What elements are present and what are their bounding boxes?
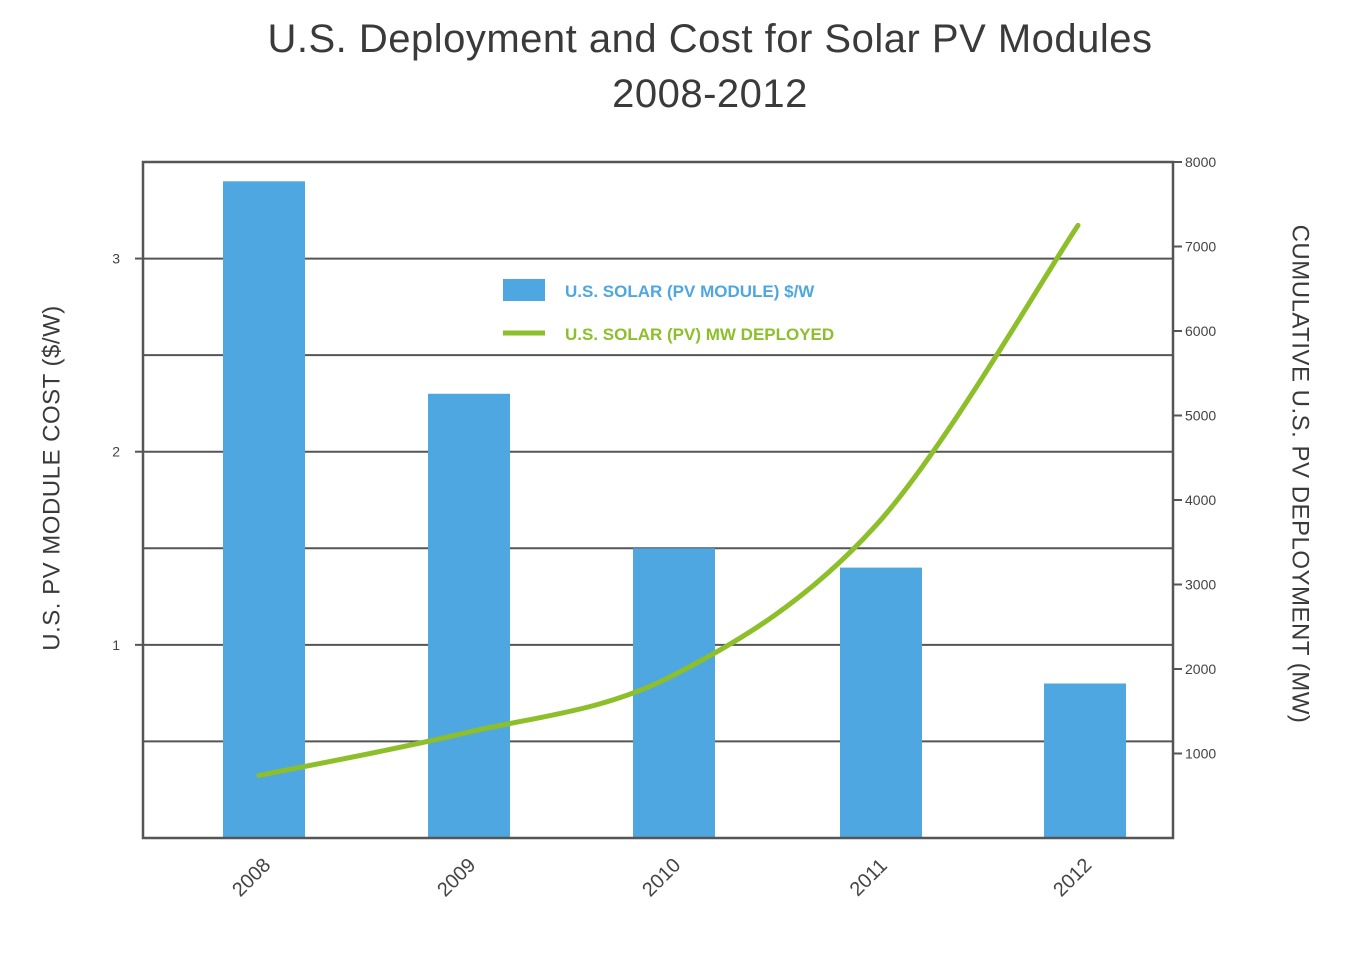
y-right-tick-label: 1000 — [1185, 746, 1216, 762]
x-tick-label-2008: 2008 — [228, 854, 275, 901]
y-axis-right-label: CUMULATIVE U.S. PV DEPLOYMENT (MW) — [1285, 224, 1313, 724]
x-tick-label-2011: 2011 — [846, 855, 892, 901]
bar-2009 — [428, 393, 510, 838]
chart-title: U.S. Deployment and Cost for Solar PV Mo… — [0, 12, 1350, 122]
deployment-line — [256, 222, 1081, 778]
legend-swatch-bar — [503, 279, 545, 301]
y-right-tick-label: 2000 — [1185, 661, 1216, 677]
x-tick-label-2010: 2010 — [638, 854, 685, 901]
y-right-tick-label: 3000 — [1185, 577, 1216, 593]
y-right-tick-label: 4000 — [1185, 492, 1216, 508]
y-left-tick-label: 2 — [112, 444, 120, 460]
y-right-tick-label: 6000 — [1185, 323, 1216, 339]
bar-2012 — [1044, 683, 1126, 838]
y-left-tick-label: 3 — [112, 251, 120, 267]
bar-2008 — [223, 181, 305, 839]
x-tick-label-2012: 2012 — [1049, 854, 1096, 901]
x-tick-label-2009: 2009 — [433, 854, 480, 901]
bar-2010 — [633, 548, 715, 838]
legend-label-bar: U.S. SOLAR (PV MODULE) $/W — [565, 282, 815, 301]
y-right-tick-label: 7000 — [1185, 239, 1216, 255]
chart-title-line-1: U.S. Deployment and Cost for Solar PV Mo… — [267, 17, 1153, 61]
y-right-tick-label: 5000 — [1185, 408, 1216, 424]
chart-title-line-2: 2008-2012 — [612, 72, 808, 116]
bar-2011 — [840, 567, 922, 838]
legend-label-line: U.S. SOLAR (PV) MW DEPLOYED — [565, 325, 834, 344]
y-right-tick-label: 8000 — [1185, 154, 1216, 170]
y-axis-left-label: U.S. PV MODULE COST ($/W) — [38, 305, 66, 651]
y-left-tick-label: 1 — [112, 637, 120, 653]
legend: U.S. SOLAR (PV MODULE) $/W U.S. SOLAR (PV… — [503, 279, 834, 344]
